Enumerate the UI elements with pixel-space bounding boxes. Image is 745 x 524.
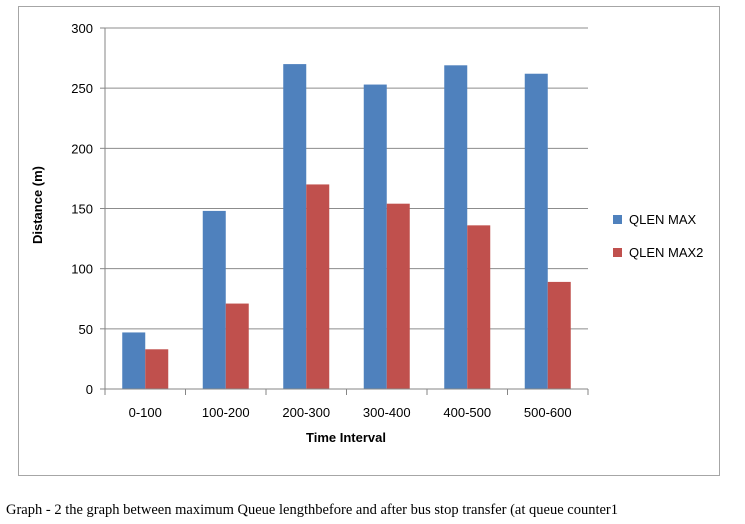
bar-qlen-max2 [386,203,410,389]
y-tick-label: 150 [71,202,93,217]
figure-caption: Graph - 2 the graph between maximum Queu… [6,502,618,518]
x-tick-label: 400-500 [443,405,491,420]
bar-qlen-max [444,65,468,389]
legend-label: QLEN MAX [629,212,697,227]
bar-qlen-max [524,73,548,389]
x-axis-title: Time Interval [306,430,386,445]
x-tick-label: 300-400 [363,405,411,420]
y-axis-title: Distance (m) [30,166,45,244]
legend: QLEN MAX QLEN MAX2 [613,212,703,260]
y-tick-label: 100 [71,262,93,277]
axes: 0 50 100 150 200 250 300 0-100 100-200 200-300 300… [71,21,589,420]
bar-qlen-max [363,84,387,389]
x-tick-label: 500-600 [524,405,572,420]
bar-qlen-max2 [145,349,169,389]
bar-qlen-max2 [547,281,571,389]
x-tick-label: 0-100 [129,405,162,420]
x-tick-label: 100-200 [202,405,250,420]
bar-qlen-max2 [225,303,249,389]
bar-chart: 0 50 100 150 200 250 300 0-100 100-200 200-300 300… [30,21,703,445]
bar-qlen-max [283,64,307,389]
bar-qlen-max2 [467,225,491,389]
legend-swatch [613,248,622,257]
y-tick-label: 200 [71,141,93,156]
bar-qlen-max2 [306,184,330,389]
y-tick-label: 300 [71,21,93,36]
legend-swatch [613,215,622,224]
bars [122,64,571,389]
bar-qlen-max [202,210,226,389]
y-tick-label: 0 [86,382,93,397]
bar-qlen-max [122,332,146,389]
x-tick-label: 200-300 [282,405,330,420]
y-tick-label: 50 [79,322,93,337]
gridlines [105,27,588,330]
legend-label: QLEN MAX2 [629,245,703,260]
y-tick-label: 250 [71,81,93,96]
